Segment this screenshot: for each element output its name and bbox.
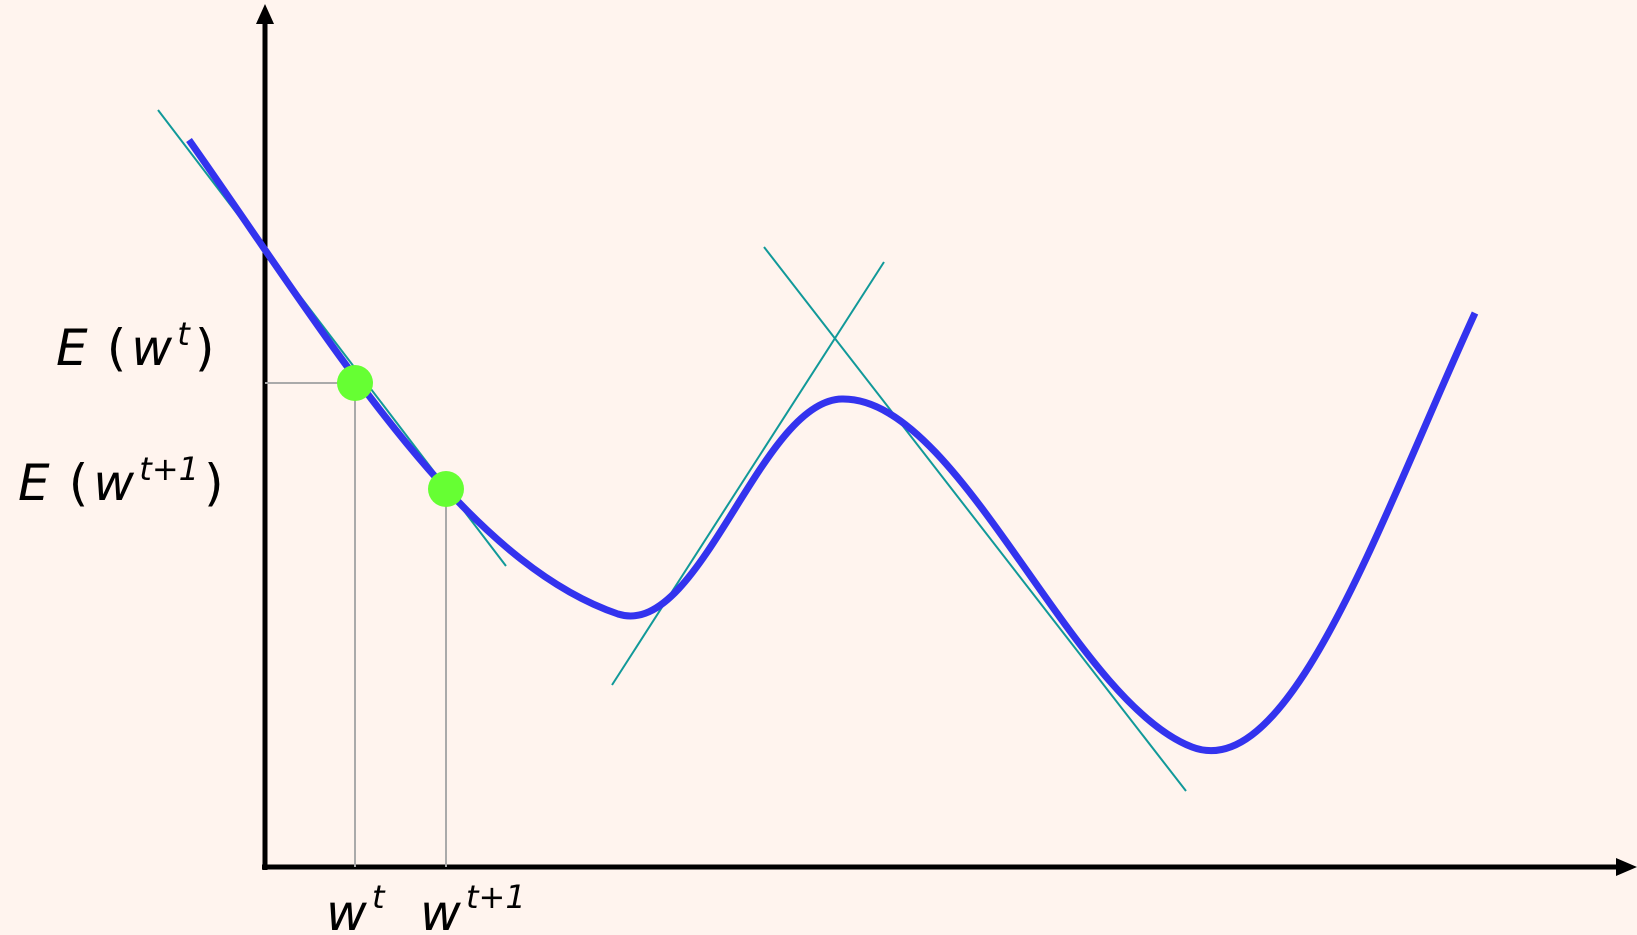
axes bbox=[256, 4, 1637, 876]
x-axis-arrowhead bbox=[1616, 858, 1637, 876]
point-wt1 bbox=[428, 471, 464, 507]
tangent-lines bbox=[157, 109, 1187, 792]
label-wt1: w t+1 bbox=[420, 878, 526, 935]
label-wt: w t bbox=[326, 878, 386, 935]
tangent-line-rising bbox=[611, 261, 885, 686]
y-axis-arrowhead bbox=[256, 4, 274, 24]
label-e-wt: E ( w t ) bbox=[56, 315, 214, 377]
error-curve bbox=[186, 137, 1479, 754]
tangent-line-falling bbox=[763, 246, 1187, 792]
point-wt bbox=[337, 365, 373, 401]
label-e-wt1: E ( w t+1 ) bbox=[18, 450, 224, 512]
